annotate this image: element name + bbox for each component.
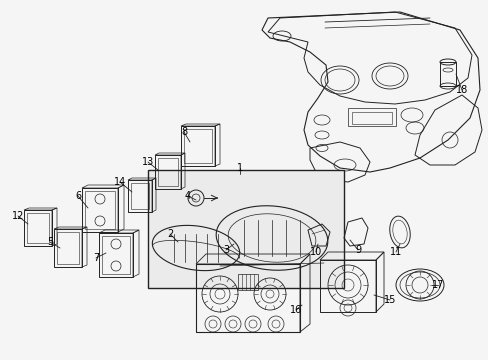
Text: 2: 2 bbox=[166, 229, 173, 239]
Text: 3: 3 bbox=[223, 245, 228, 255]
Bar bbox=[27, 213, 49, 243]
Bar bbox=[54, 229, 82, 267]
Bar bbox=[99, 233, 133, 277]
Text: 17: 17 bbox=[431, 280, 443, 290]
Bar bbox=[155, 155, 181, 189]
Text: 7: 7 bbox=[93, 253, 99, 263]
Text: 12: 12 bbox=[12, 211, 24, 221]
Bar bbox=[82, 188, 118, 232]
Bar bbox=[439, 62, 455, 86]
Text: 6: 6 bbox=[75, 191, 81, 201]
Text: 16: 16 bbox=[289, 305, 302, 315]
Bar bbox=[319, 260, 375, 312]
Text: 10: 10 bbox=[309, 247, 322, 257]
Text: 1: 1 bbox=[237, 163, 243, 173]
Bar bbox=[57, 232, 79, 264]
Bar bbox=[24, 210, 52, 246]
Bar bbox=[102, 236, 130, 274]
Bar bbox=[148, 170, 343, 288]
Text: 14: 14 bbox=[114, 177, 126, 187]
Text: 18: 18 bbox=[455, 85, 467, 95]
Bar bbox=[196, 264, 299, 332]
Bar bbox=[158, 158, 178, 186]
Text: 4: 4 bbox=[184, 191, 191, 201]
Bar bbox=[238, 274, 258, 290]
Bar bbox=[131, 183, 149, 209]
Bar bbox=[347, 108, 395, 126]
Bar bbox=[183, 129, 212, 163]
Bar bbox=[85, 191, 115, 229]
Bar bbox=[128, 180, 152, 212]
Text: 5: 5 bbox=[47, 237, 53, 247]
Text: 9: 9 bbox=[354, 245, 360, 255]
Text: 11: 11 bbox=[389, 247, 401, 257]
Text: 15: 15 bbox=[383, 295, 395, 305]
Bar bbox=[351, 112, 391, 124]
Text: 13: 13 bbox=[142, 157, 154, 167]
Bar bbox=[181, 126, 215, 166]
Text: 8: 8 bbox=[181, 127, 187, 137]
